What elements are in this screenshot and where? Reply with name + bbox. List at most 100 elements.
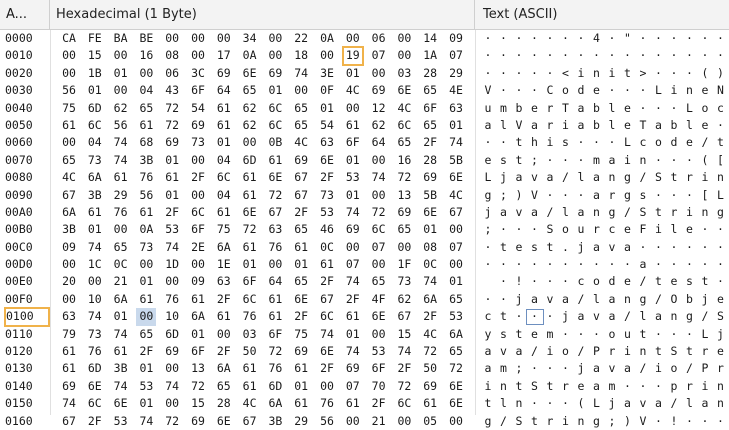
hex-byte[interactable]: 29: [446, 65, 466, 82]
hex-byte[interactable]: 61: [136, 204, 156, 221]
hex-byte[interactable]: 76: [265, 360, 285, 377]
hex-byte[interactable]: 74: [446, 134, 466, 151]
hex-byte[interactable]: 75: [214, 221, 234, 238]
hex-byte[interactable]: 65: [136, 100, 156, 117]
hex-byte[interactable]: 75: [291, 326, 311, 343]
hex-byte[interactable]: 6E: [446, 395, 466, 412]
hex-byte[interactable]: 74: [369, 169, 389, 186]
hex-byte[interactable]: 6C: [188, 204, 208, 221]
hex-byte[interactable]: 07: [343, 256, 363, 273]
hex-byte[interactable]: 13: [394, 187, 414, 204]
hex-byte[interactable]: 01: [343, 152, 363, 169]
ascii-char[interactable]: ·: [711, 256, 729, 273]
hex-byte[interactable]: 6F: [188, 343, 208, 360]
hex-byte[interactable]: 1E: [214, 256, 234, 273]
hex-byte[interactable]: 62: [394, 291, 414, 308]
hex-byte[interactable]: 65: [214, 378, 234, 395]
hex-byte[interactable]: 22: [291, 30, 311, 47]
hex-byte[interactable]: 2F: [162, 204, 182, 221]
hex-byte[interactable]: 1A: [420, 47, 440, 64]
hex-byte[interactable]: 67: [291, 187, 311, 204]
hex-byte[interactable]: 65: [59, 152, 79, 169]
hex-byte[interactable]: 00: [188, 187, 208, 204]
hex-byte[interactable]: 19: [343, 47, 363, 64]
hex-byte[interactable]: 61: [265, 291, 285, 308]
hex-byte[interactable]: 53: [317, 204, 337, 221]
hex-byte[interactable]: 00: [446, 413, 466, 430]
hex-byte[interactable]: 6C: [265, 100, 285, 117]
hex-byte[interactable]: 67: [317, 291, 337, 308]
hex-byte[interactable]: 0F: [317, 82, 337, 99]
hex-byte[interactable]: 6C: [394, 395, 414, 412]
hex-byte[interactable]: 2F: [317, 273, 337, 290]
hex-byte[interactable]: 00: [394, 47, 414, 64]
hex-byte[interactable]: 76: [136, 169, 156, 186]
hex-byte[interactable]: 61: [240, 169, 260, 186]
hex-byte[interactable]: 72: [240, 221, 260, 238]
ascii-char[interactable]: j: [711, 326, 729, 343]
hex-byte[interactable]: 6E: [317, 343, 337, 360]
hex-byte[interactable]: 6A: [446, 326, 466, 343]
hex-byte[interactable]: 54: [188, 100, 208, 117]
hex-byte[interactable]: 62: [240, 100, 260, 117]
hex-byte[interactable]: 00: [265, 30, 285, 47]
hex-byte[interactable]: 69: [162, 343, 182, 360]
hex-byte[interactable]: 01: [214, 134, 234, 151]
hex-byte[interactable]: 1F: [394, 256, 414, 273]
hex-byte[interactable]: 54: [317, 117, 337, 134]
hex-byte[interactable]: 68: [136, 134, 156, 151]
hex-byte[interactable]: 73: [85, 326, 105, 343]
hex-byte[interactable]: 79: [59, 326, 79, 343]
hex-byte[interactable]: 00: [59, 65, 79, 82]
hex-byte[interactable]: 6E: [446, 378, 466, 395]
hex-byte[interactable]: 2F: [291, 308, 311, 325]
hex-byte[interactable]: 15: [394, 326, 414, 343]
hex-byte[interactable]: 6C: [240, 291, 260, 308]
hex-byte[interactable]: 29: [111, 187, 131, 204]
hex-byte[interactable]: 00: [111, 82, 131, 99]
hex-byte[interactable]: 6A: [85, 169, 105, 186]
hex-byte[interactable]: 61: [240, 360, 260, 377]
hex-byte[interactable]: 0A: [240, 47, 260, 64]
hex-byte[interactable]: 63: [446, 100, 466, 117]
hex-byte[interactable]: 6E: [85, 378, 105, 395]
hex-byte[interactable]: 61: [343, 308, 363, 325]
hex-byte[interactable]: 6C: [85, 117, 105, 134]
hex-byte[interactable]: 00: [188, 256, 208, 273]
hex-byte[interactable]: 00: [59, 47, 79, 64]
hex-byte[interactable]: 03: [240, 326, 260, 343]
hex-byte[interactable]: 4F: [369, 291, 389, 308]
hex-byte[interactable]: 00: [369, 152, 389, 169]
hex-byte[interactable]: 61: [291, 360, 311, 377]
hex-byte[interactable]: 76: [265, 239, 285, 256]
hex-byte[interactable]: 61: [240, 378, 260, 395]
hex-byte[interactable]: 01: [85, 221, 105, 238]
hex-byte[interactable]: 69: [420, 378, 440, 395]
hex-byte[interactable]: 00: [446, 256, 466, 273]
hex-byte[interactable]: 5B: [446, 152, 466, 169]
hex-byte[interactable]: 00: [136, 65, 156, 82]
hex-byte[interactable]: 28: [420, 152, 440, 169]
hex-byte[interactable]: 61: [85, 204, 105, 221]
hex-byte[interactable]: 6D: [85, 360, 105, 377]
hex-byte[interactable]: 0B: [265, 134, 285, 151]
hex-byte[interactable]: 73: [394, 273, 414, 290]
hex-byte[interactable]: 00: [85, 273, 105, 290]
hex-byte[interactable]: 2F: [291, 204, 311, 221]
ascii-char[interactable]: [: [711, 152, 729, 169]
hex-byte[interactable]: 01: [343, 187, 363, 204]
hex-byte[interactable]: 62: [111, 100, 131, 117]
hex-byte[interactable]: 76: [317, 395, 337, 412]
hex-byte[interactable]: 01: [446, 117, 466, 134]
ascii-char[interactable]: e: [711, 343, 729, 360]
hex-byte[interactable]: 50: [240, 343, 260, 360]
ascii-char[interactable]: n: [711, 169, 729, 186]
hex-byte[interactable]: 07: [369, 47, 389, 64]
hex-byte[interactable]: 13: [188, 360, 208, 377]
hex-byte[interactable]: 15: [188, 395, 208, 412]
hex-byte[interactable]: 2F: [420, 134, 440, 151]
hex-byte[interactable]: 61: [214, 204, 234, 221]
hex-byte[interactable]: 2F: [188, 169, 208, 186]
hex-byte[interactable]: 00: [394, 30, 414, 47]
